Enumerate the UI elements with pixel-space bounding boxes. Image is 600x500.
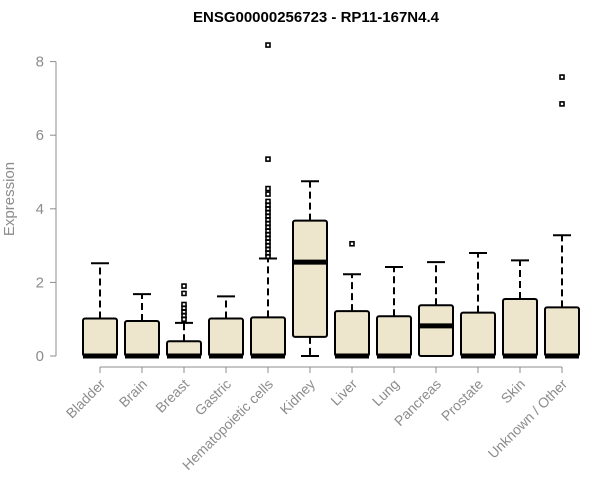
box-pancreas — [418, 261, 454, 358]
iqr-box — [250, 316, 286, 357]
outlier-point — [559, 101, 565, 107]
outlier-point — [265, 185, 271, 192]
iqr-box — [82, 317, 118, 357]
box-lung — [376, 265, 412, 359]
box-bladder — [82, 262, 118, 359]
iqr-box — [124, 320, 160, 358]
iqr-box — [502, 297, 538, 357]
x-tick-label: Liver — [327, 376, 360, 409]
y-axis: 0 2 4 6 8 — [36, 54, 57, 365]
y-axis-label: Expression — [1, 162, 18, 236]
iqr-box — [544, 306, 580, 358]
iqr-box — [376, 315, 412, 358]
iqr-box — [334, 310, 370, 358]
iqr-box — [418, 304, 454, 358]
box-prostate — [460, 251, 496, 359]
y-tick-label: 8 — [36, 54, 44, 71]
outlier-point — [265, 198, 271, 205]
box-liver — [334, 240, 370, 359]
x-tick-label: Breast — [152, 376, 192, 416]
outlier-point — [265, 191, 271, 197]
x-tick-label: Prostate — [438, 376, 486, 424]
iqr-box — [208, 317, 244, 357]
x-tick-label: Skin — [498, 376, 529, 407]
box-breast — [166, 283, 202, 359]
outlier-point — [265, 156, 271, 162]
box-brain — [124, 293, 160, 359]
box-skin — [502, 259, 538, 359]
outlier-point — [181, 283, 187, 289]
iqr-box — [460, 311, 496, 357]
y-tick-label: 2 — [36, 274, 44, 291]
x-tick-label: Bladder — [63, 376, 109, 422]
x-tick-label: Kidney — [277, 376, 319, 418]
iqr-box — [292, 219, 328, 338]
x-tick-label: Unknown / Other — [485, 376, 571, 462]
outlier-point — [181, 290, 187, 297]
box-hematopoietic-cells — [250, 42, 286, 359]
outlier-point — [181, 301, 187, 308]
y-tick-label: 4 — [36, 201, 44, 218]
box-kidney — [292, 180, 328, 357]
y-tick-label: 6 — [36, 127, 44, 144]
outlier-point — [265, 42, 271, 48]
x-tick-label: Brain — [116, 376, 150, 410]
chart-title: ENSG00000256723 - RP11-167N4.4 — [193, 9, 440, 26]
x-tick-label: Lung — [369, 376, 402, 409]
box-unknown-other — [544, 74, 580, 359]
box-gastric — [208, 295, 244, 359]
outlier-point — [349, 240, 355, 247]
boxes-group — [82, 42, 580, 359]
y-tick-label: 0 — [36, 348, 44, 365]
outlier-point — [559, 74, 565, 80]
x-tick-label: Pancreas — [391, 376, 444, 429]
